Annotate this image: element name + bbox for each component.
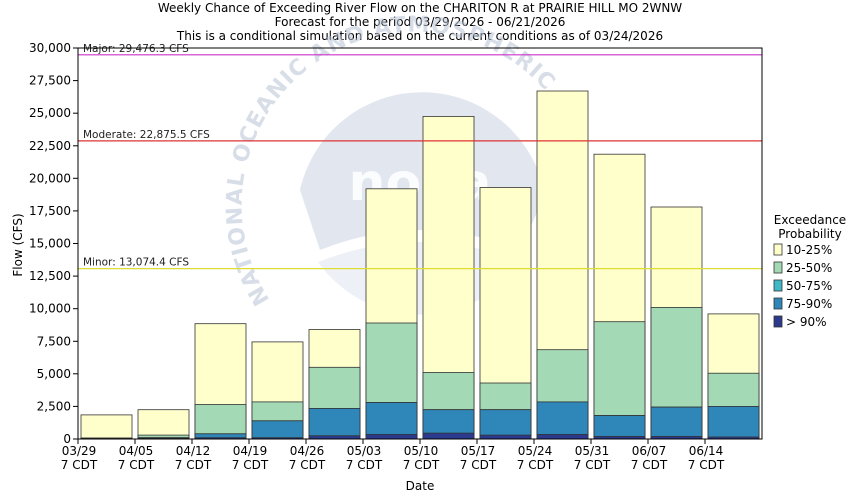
legend-entry: 25-50% bbox=[786, 261, 832, 275]
bar-05-17-90 bbox=[479, 434, 532, 440]
x-tick-label-time: 7 CDT bbox=[232, 458, 269, 472]
legend-title-line-2: Probability bbox=[778, 227, 841, 241]
x-tick-label-time: 7 CDT bbox=[175, 458, 212, 472]
x-tick-label-date: 03/29 bbox=[62, 444, 97, 458]
y-tick-label: 25,000 bbox=[29, 106, 71, 120]
y-axis: 0 2,500 5,000 7,500 10,000 12,500 15,000 17,500… bbox=[29, 41, 78, 446]
bar-05-17-7590 bbox=[479, 409, 532, 440]
x-tick-label-time: 7 CDT bbox=[118, 458, 155, 472]
plot-area: Major: 29,476.3 CFS Moderate: 22,875.5 CF… bbox=[77, 43, 763, 440]
threshold-label-2: Minor: 13,074.4 CFS bbox=[83, 257, 189, 269]
x-tick-label-date: 04/05 bbox=[119, 444, 154, 458]
x-tick-label-date: 06/14 bbox=[689, 444, 724, 458]
y-tick-label: 2,500 bbox=[37, 399, 71, 413]
x-tick-label-time: 7 CDT bbox=[346, 458, 383, 472]
x-tick-label-time: 7 CDT bbox=[403, 458, 440, 472]
threshold-label-1: Moderate: 22,875.5 CFS bbox=[83, 129, 210, 141]
x-tick-label-date: 05/17 bbox=[461, 444, 496, 458]
x-tick-label-time: 7 CDT bbox=[631, 458, 668, 472]
bar-05-24-90 bbox=[536, 433, 589, 440]
y-tick-label: 20,000 bbox=[29, 171, 71, 185]
x-tick-label-date: 05/31 bbox=[575, 444, 610, 458]
bar-05-31-7590 bbox=[593, 415, 646, 440]
y-tick-label: 10,000 bbox=[29, 302, 71, 316]
x-tick-label-date: 04/19 bbox=[233, 444, 268, 458]
legend-swatch bbox=[773, 243, 783, 256]
x-tick-label-time: 7 CDT bbox=[688, 458, 725, 472]
y-tick-label: 22,500 bbox=[29, 139, 71, 153]
legend-entry: > 90% bbox=[786, 315, 827, 329]
bar-05-03-7590 bbox=[365, 402, 418, 440]
x-tick-label-time: 7 CDT bbox=[289, 458, 326, 472]
x-tick-label-date: 04/26 bbox=[290, 444, 325, 458]
bar-06-07-7590 bbox=[650, 406, 703, 440]
x-tick-label-time: 7 CDT bbox=[574, 458, 611, 472]
y-tick-label: 15,000 bbox=[29, 237, 71, 251]
y-tick-label: 30,000 bbox=[29, 41, 71, 55]
bar-06-14-7590 bbox=[707, 405, 760, 440]
legend-title-line-1: Exceedance bbox=[774, 213, 846, 227]
x-tick-label-time: 7 CDT bbox=[517, 458, 554, 472]
legend-swatch bbox=[773, 315, 783, 328]
title-line-3: This is a conditional simulation based o… bbox=[176, 29, 663, 43]
x-tick-label-date: 04/12 bbox=[176, 444, 211, 458]
y-tick-label: 5,000 bbox=[37, 367, 71, 381]
y-tick-label: 17,500 bbox=[29, 204, 71, 218]
legend-entry: 10-25% bbox=[786, 243, 832, 257]
bar-03-29-1025 bbox=[80, 414, 133, 440]
bar-05-10-90 bbox=[422, 432, 475, 440]
x-tick-label-time: 7 CDT bbox=[61, 458, 98, 472]
x-tick-label-date: 05/03 bbox=[347, 444, 382, 458]
legend-swatch bbox=[773, 279, 783, 292]
x-tick-label-date: 06/07 bbox=[632, 444, 667, 458]
bar-05-03-90 bbox=[365, 433, 418, 440]
title-line-1: Weekly Chance of Exceeding River Flow on… bbox=[158, 1, 682, 15]
y-tick-label: 0 bbox=[63, 432, 71, 446]
y-axis-label: Flow (CFS) bbox=[11, 213, 25, 276]
bar-04-26-7590 bbox=[308, 407, 361, 440]
y-tick-label: 7,500 bbox=[37, 334, 71, 348]
legend-entry: 50-75% bbox=[786, 279, 832, 293]
y-tick-label: 12,500 bbox=[29, 269, 71, 283]
title-line-2: Forecast for the period 03/29/2026 - 06/… bbox=[275, 15, 566, 29]
bar-04-19-7590 bbox=[251, 420, 304, 440]
x-tick-label-date: 05/24 bbox=[518, 444, 553, 458]
legend-swatch bbox=[773, 261, 783, 274]
threshold-label-0: Major: 29,476.3 CFS bbox=[83, 43, 189, 55]
x-tick-label-time: 7 CDT bbox=[460, 458, 497, 472]
y-tick-label: 27,500 bbox=[29, 74, 71, 88]
bar-05-24-7590 bbox=[536, 401, 589, 440]
chart-title: Weekly Chance of Exceeding River Flow on… bbox=[158, 1, 682, 43]
legend-entry: 75-90% bbox=[786, 297, 832, 311]
legend-swatch bbox=[773, 297, 783, 310]
bar-04-05-1025 bbox=[137, 409, 190, 440]
x-axis-label: Date bbox=[406, 479, 435, 493]
x-tick-label-date: 05/10 bbox=[404, 444, 439, 458]
